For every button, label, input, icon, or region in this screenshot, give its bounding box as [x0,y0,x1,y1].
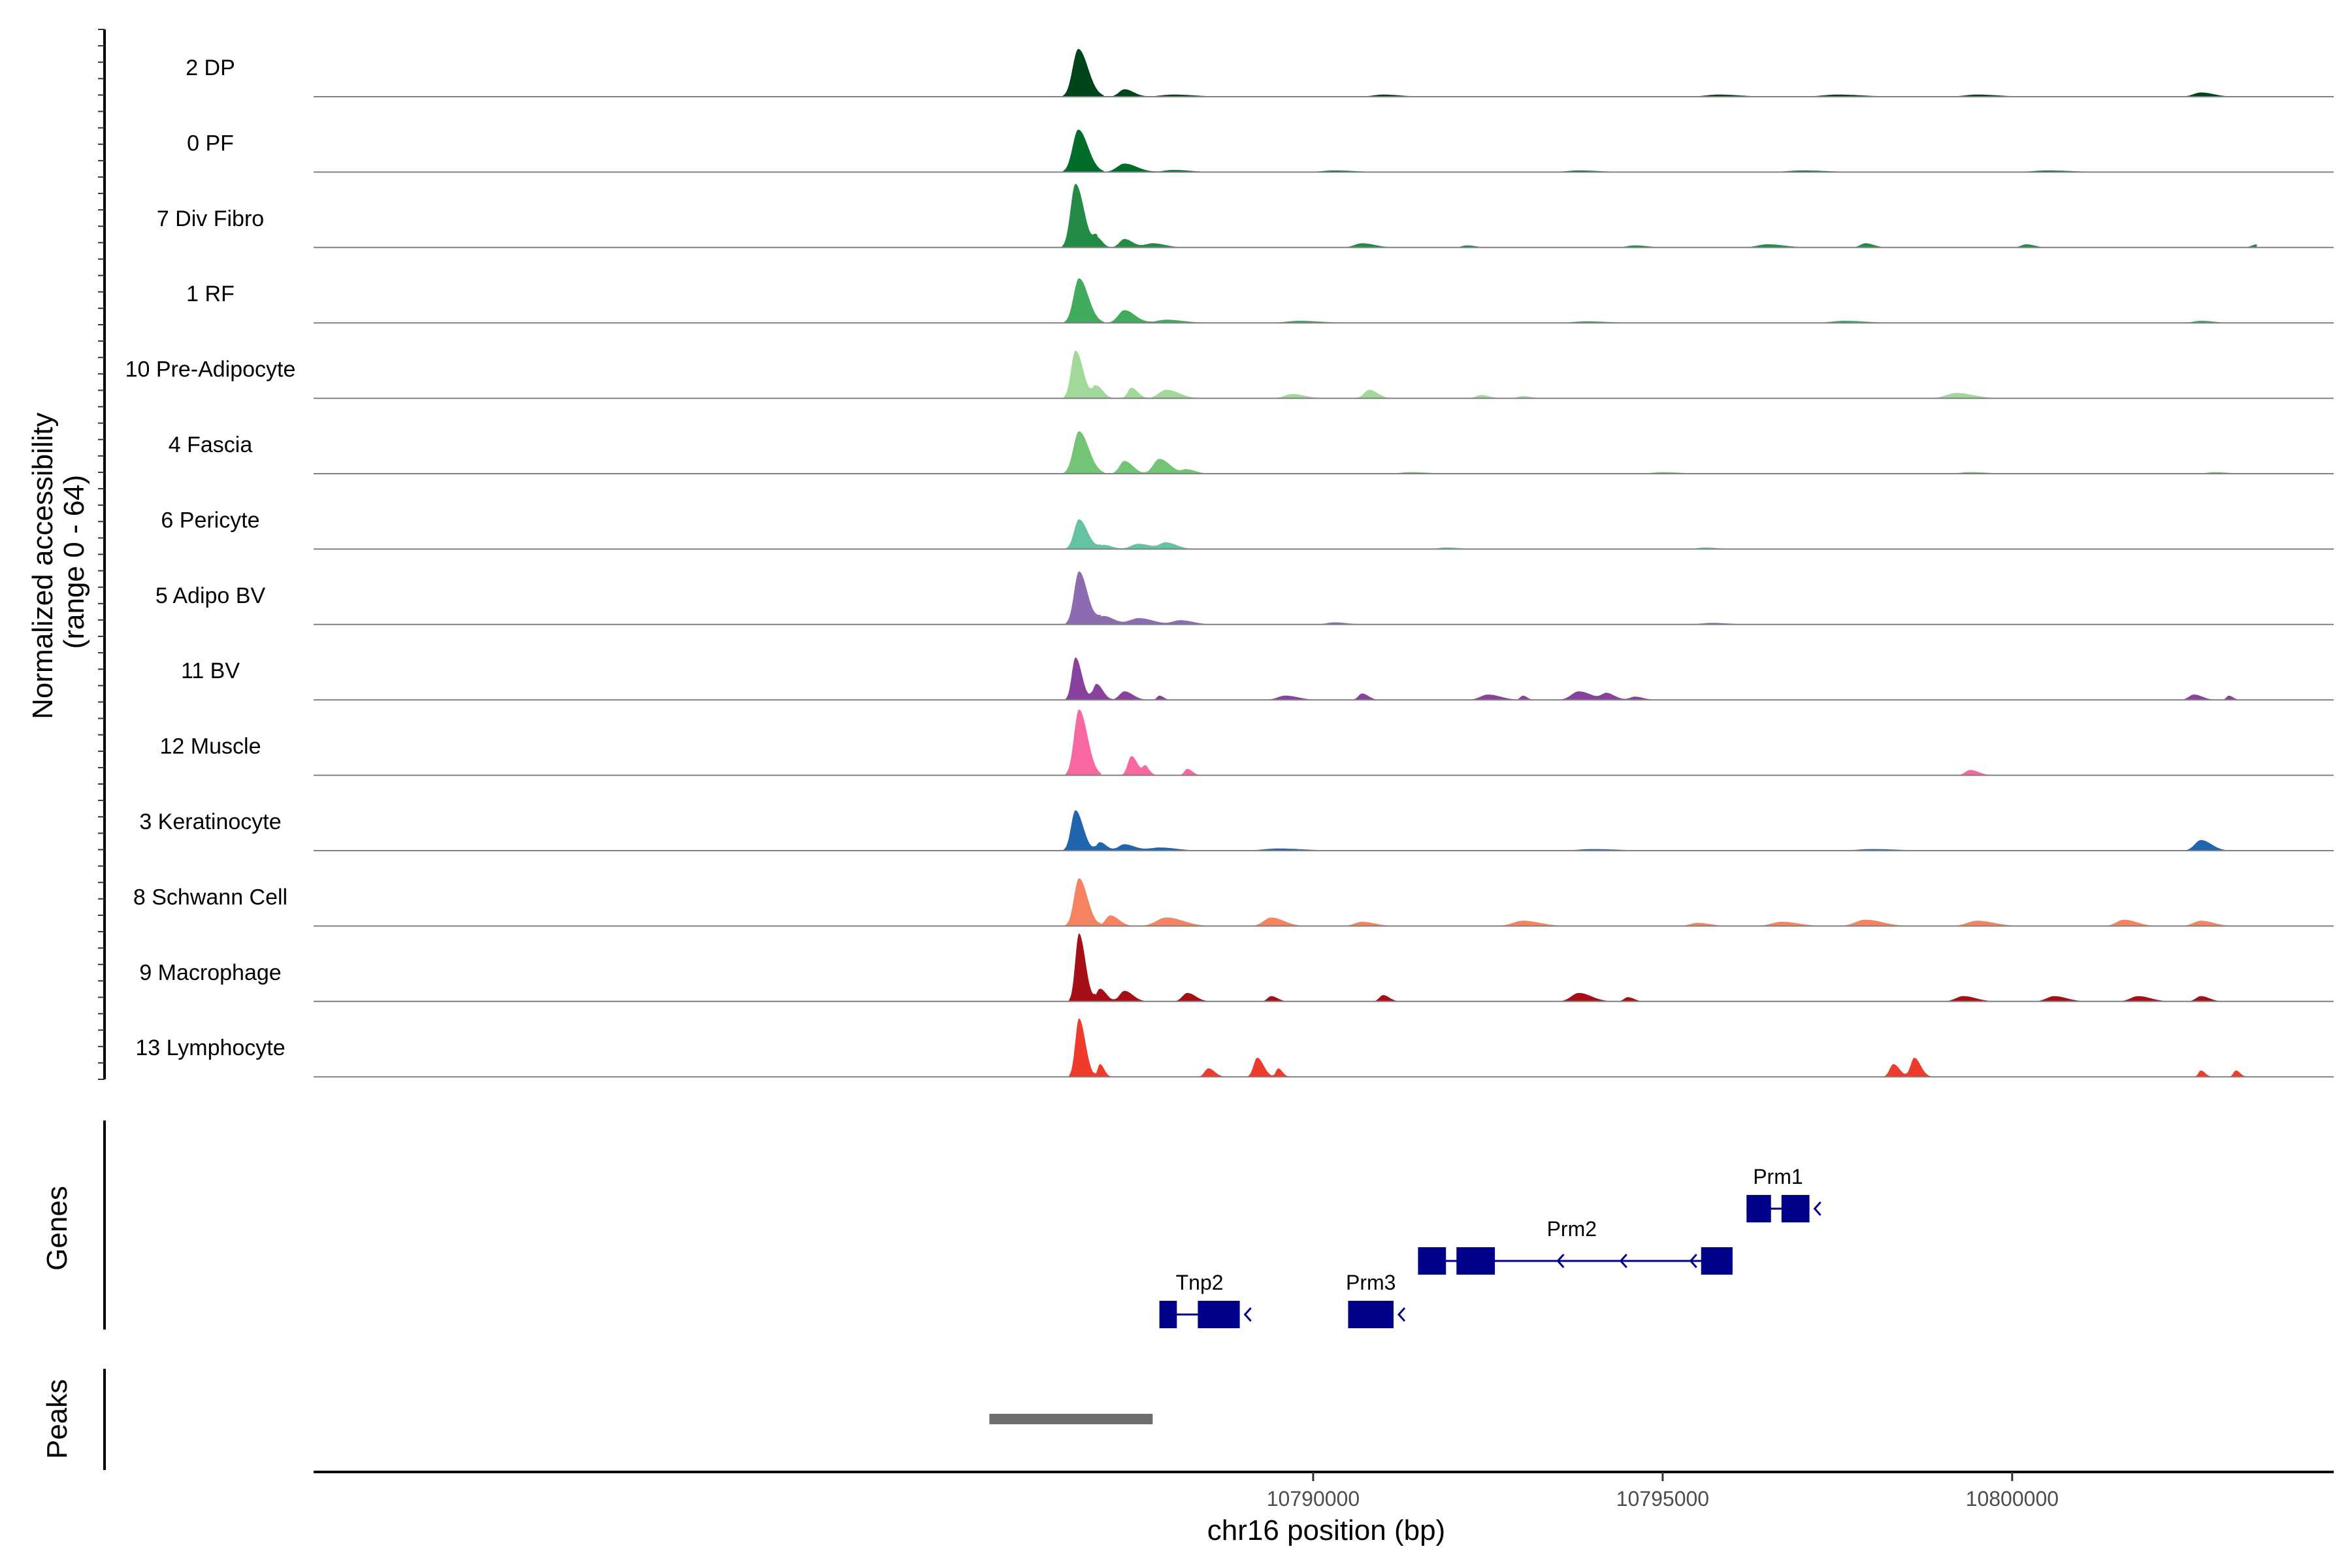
track-5-adipo-bv: 5 Adipo BV [155,571,2334,625]
peaks-track-label: Peaks [41,1379,73,1459]
x-tick-label: 10790000 [1267,1487,1360,1511]
track-8-schwann-cell: 8 Schwann Cell [133,878,2334,927]
strand-arrow [1473,1253,1481,1269]
strand-arrow [1813,1201,1821,1217]
strand-arrow [1556,1253,1565,1269]
coverage-area [1060,709,2257,776]
coverage-area [1060,48,2257,97]
track-6-pericyte: 6 Pericyte [161,508,2334,550]
track-label: 6 Pericyte [161,508,259,532]
gene-exon [1701,1247,1733,1275]
coverage-area [1060,810,2257,851]
coverage-area [1060,1018,2257,1077]
track-1-rf: 1 RF [186,278,2334,324]
gene-prm1: Prm1 [1746,1165,1821,1222]
gene-exon [1159,1301,1177,1328]
gene-tnp2: Tnp2 [1159,1271,1252,1328]
gene-exon [1456,1247,1495,1275]
gene-label: Prm2 [1547,1217,1597,1241]
track-label: 9 Macrophage [139,960,281,985]
track-label: 5 Adipo BV [155,583,266,608]
strand-arrow [1397,1307,1406,1322]
coverage-area [1060,431,2257,474]
accessibility-y-axis [98,29,106,1080]
track-label: 11 BV [181,659,240,683]
y-axis-title-line1: Normalized accessibility [27,412,59,719]
x-tick-label: 10800000 [1966,1487,2059,1511]
coverage-tracks: 2 DP 0 PF 7 Div Fibro 1 RF 10 Pre-Adipocyte 4… [125,48,2334,1078]
gene-exon [1746,1195,1771,1222]
track-label: 10 Pre-Adipocyte [125,357,296,382]
strand-arrow [1243,1307,1252,1322]
track-label: 8 Schwann Cell [133,885,287,909]
coverage-area [1060,519,2257,549]
track-label: 13 Lymphocyte [135,1036,285,1060]
coverage-area [1060,350,2257,399]
strand-arrow [1689,1253,1697,1269]
track-0-pf: 0 PF [187,129,2334,173]
coverage-area [1060,129,2257,172]
gene-exon [1781,1195,1810,1222]
x-tick-label: 10795000 [1616,1487,1709,1511]
track-label: 12 Muscle [160,734,261,759]
y-axis-title: Normalized accessibility (range 0 - 64) [27,404,90,719]
coverage-area [1060,878,2257,926]
gene-exon [1198,1301,1240,1328]
track-2-dp: 2 DP [186,48,2334,97]
track-label: 7 Div Fibro [157,206,264,231]
genes-track-label: Genes [41,1186,73,1271]
track-4-fascia: 4 Fascia [169,431,2334,474]
coverage-area [1060,278,2257,323]
track-11-bv: 11 BV [181,657,2334,701]
peak-region [989,1414,1153,1424]
x-axis: 10790000 10795000 10800000 [314,1471,2334,1511]
coverage-area [1060,184,2257,248]
coverage-area [1060,657,2257,700]
track-10-pre-adipocyte: 10 Pre-Adipocyte [125,350,2334,399]
coverage-area [1060,571,2257,625]
y-axis-title-line2: (range 0 - 64) [58,475,90,649]
coverage-area [1060,933,2257,1002]
gene-exon [1348,1301,1394,1328]
gene-prm3: Prm3 [1346,1271,1406,1328]
gene-track: Tnp2 Prm3 Prm2 Prm1 [103,1120,1821,1330]
gene-label: Prm3 [1346,1271,1396,1294]
track-7-div-fibro: 7 Div Fibro [157,184,2334,248]
track-label: 1 RF [186,282,235,306]
track-label: 0 PF [187,131,234,155]
track-label: 3 Keratinocyte [139,809,281,834]
gene-exon [1418,1247,1446,1275]
x-axis-title: chr16 position (bp) [1207,1514,1445,1546]
track-3-keratinocyte: 3 Keratinocyte [139,809,2334,851]
track-label: 2 DP [186,56,235,80]
track-label: 4 Fascia [169,433,253,457]
track-13-lymphocyte: 13 Lymphocyte [135,1018,2334,1078]
gene-label: Tnp2 [1176,1271,1224,1294]
gene-prm2: Prm2 [1418,1217,1733,1275]
strand-arrow [1619,1253,1627,1269]
gene-label: Prm1 [1753,1165,1803,1188]
peak-track [103,1369,1153,1470]
track-9-macrophage: 9 Macrophage [139,933,2334,1002]
track-12-muscle: 12 Muscle [160,709,2334,776]
